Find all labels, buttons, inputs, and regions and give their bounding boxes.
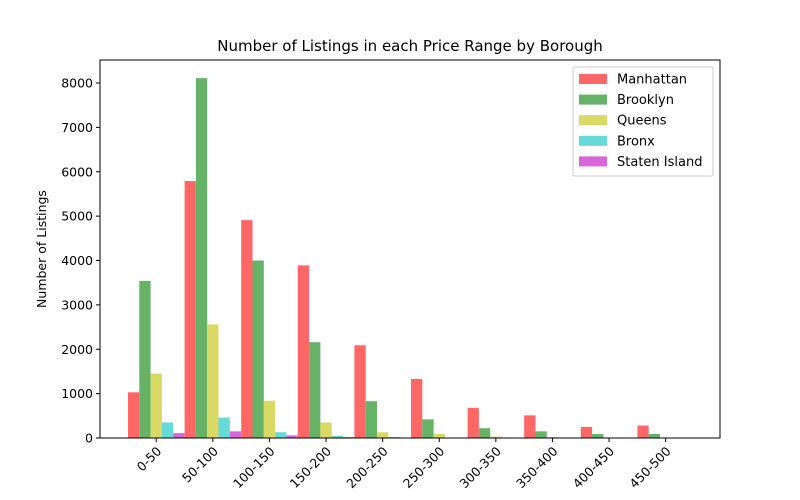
plot-frame bbox=[99, 59, 721, 439]
x-tick-label: 0-50 bbox=[134, 443, 165, 474]
x-tick-label: 100-150 bbox=[230, 443, 278, 491]
x-axis: 0-50 50-100 100-150 150-200 200-250 250-300 30… bbox=[134, 438, 674, 491]
x-tick-label: 400-450 bbox=[570, 443, 618, 491]
bar-staten-island-50-100 bbox=[229, 431, 242, 438]
bar-bronx-100-150 bbox=[275, 432, 287, 438]
x-tick-label: 450-500 bbox=[626, 443, 674, 491]
bar-queens-0-50 bbox=[150, 373, 162, 438]
bar-manhattan-50-100 bbox=[184, 181, 196, 438]
bar-manhattan-400-450 bbox=[580, 426, 593, 438]
y-tick-label: 6000 bbox=[61, 164, 93, 179]
bar-staten-island-0-50 bbox=[173, 433, 185, 438]
legend-label: Manhattan bbox=[617, 73, 687, 88]
bar-brooklyn-200-250 bbox=[365, 401, 377, 438]
bar-manhattan-300-350 bbox=[467, 407, 479, 438]
bar-brooklyn-250-300 bbox=[422, 419, 434, 438]
bar-manhattan-450-500 bbox=[637, 425, 649, 438]
bar-brooklyn-350-400 bbox=[535, 431, 547, 438]
legend: Manhattan Brooklyn Queens Bronx Staten Islan… bbox=[572, 66, 714, 177]
bar-staten-island-100-150 bbox=[286, 435, 298, 438]
y-tick-label: 1000 bbox=[61, 386, 93, 401]
x-tick-label: 50-100 bbox=[179, 443, 221, 485]
bar-manhattan-250-300 bbox=[411, 378, 423, 438]
chart-title: Number of Listings in each Price Range b… bbox=[217, 37, 603, 55]
bar-bronx-50-100 bbox=[218, 417, 230, 438]
legend-label: Queens bbox=[617, 114, 667, 129]
bar-brooklyn-50-100 bbox=[195, 78, 208, 439]
y-tick-label: 5000 bbox=[61, 209, 93, 224]
bar-manhattan-200-250 bbox=[354, 345, 366, 438]
bar-queens-150-200 bbox=[320, 422, 332, 438]
x-tick-label: 250-300 bbox=[400, 443, 448, 491]
legend-swatch bbox=[579, 156, 607, 167]
y-axis: 0 1000 2000 3000 4000 5000 6000 7000 8000 bbox=[61, 76, 100, 446]
bar-bronx-150-200 bbox=[331, 435, 343, 438]
bar-brooklyn-450-500 bbox=[648, 434, 660, 438]
bar-brooklyn-100-150 bbox=[252, 260, 264, 438]
y-axis-label: Number of Listings bbox=[34, 190, 49, 308]
bar-queens-100-150 bbox=[263, 400, 276, 438]
legend-label: Staten Island bbox=[617, 155, 702, 170]
y-tick-label: 0 bbox=[85, 431, 93, 446]
bar-queens-50-100 bbox=[207, 324, 219, 438]
bar-queens-300-350 bbox=[490, 436, 502, 438]
bar-manhattan-0-50 bbox=[128, 392, 140, 438]
bar-queens-250-300 bbox=[433, 434, 445, 438]
y-tick-label: 3000 bbox=[61, 297, 93, 312]
bar-manhattan-100-150 bbox=[241, 220, 253, 438]
x-tick-label: 200-250 bbox=[343, 443, 391, 491]
bar-brooklyn-0-50 bbox=[139, 280, 151, 438]
bar-manhattan-150-200 bbox=[297, 265, 310, 438]
y-tick-label: 8000 bbox=[61, 76, 93, 91]
y-tick-label: 4000 bbox=[61, 253, 93, 268]
legend-box bbox=[572, 66, 714, 177]
legend-swatch bbox=[579, 94, 607, 105]
bar-manhattan-350-400 bbox=[524, 415, 536, 438]
y-tick-label: 2000 bbox=[61, 342, 93, 357]
bar-queens-200-250 bbox=[377, 432, 389, 438]
bars-group bbox=[128, 78, 694, 439]
bar-brooklyn-300-350 bbox=[478, 428, 491, 438]
y-tick-label: 7000 bbox=[61, 120, 93, 135]
bar-bronx-0-50 bbox=[161, 422, 174, 438]
bar-brooklyn-150-200 bbox=[309, 342, 321, 438]
x-tick-label: 300-350 bbox=[456, 443, 504, 491]
legend-label: Brooklyn bbox=[617, 93, 674, 108]
x-tick-label: 150-200 bbox=[287, 443, 335, 491]
legend-swatch bbox=[579, 115, 607, 126]
bar-brooklyn-400-450 bbox=[592, 434, 604, 438]
legend-swatch bbox=[579, 135, 607, 146]
x-tick-label: 350-400 bbox=[513, 443, 561, 491]
legend-swatch bbox=[579, 74, 607, 84]
legend-label: Bronx bbox=[617, 134, 655, 149]
